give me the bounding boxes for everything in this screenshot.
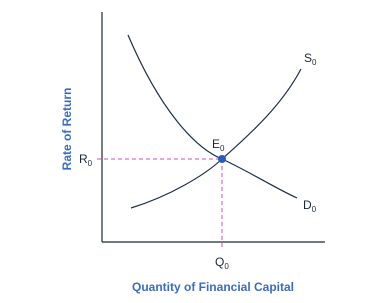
- equilibrium-point: [218, 155, 226, 163]
- x-axis-title: Quantity of Financial Capital: [132, 280, 294, 294]
- equilibrium-label: E0: [212, 137, 225, 153]
- quantity-label: Q0: [215, 255, 229, 271]
- supply-label: S0: [304, 51, 317, 67]
- demand-label: D0: [303, 198, 317, 214]
- rate-label: R0: [79, 152, 93, 168]
- y-axis-title: Rate of Return: [60, 88, 74, 171]
- demand-curve: [127, 34, 298, 199]
